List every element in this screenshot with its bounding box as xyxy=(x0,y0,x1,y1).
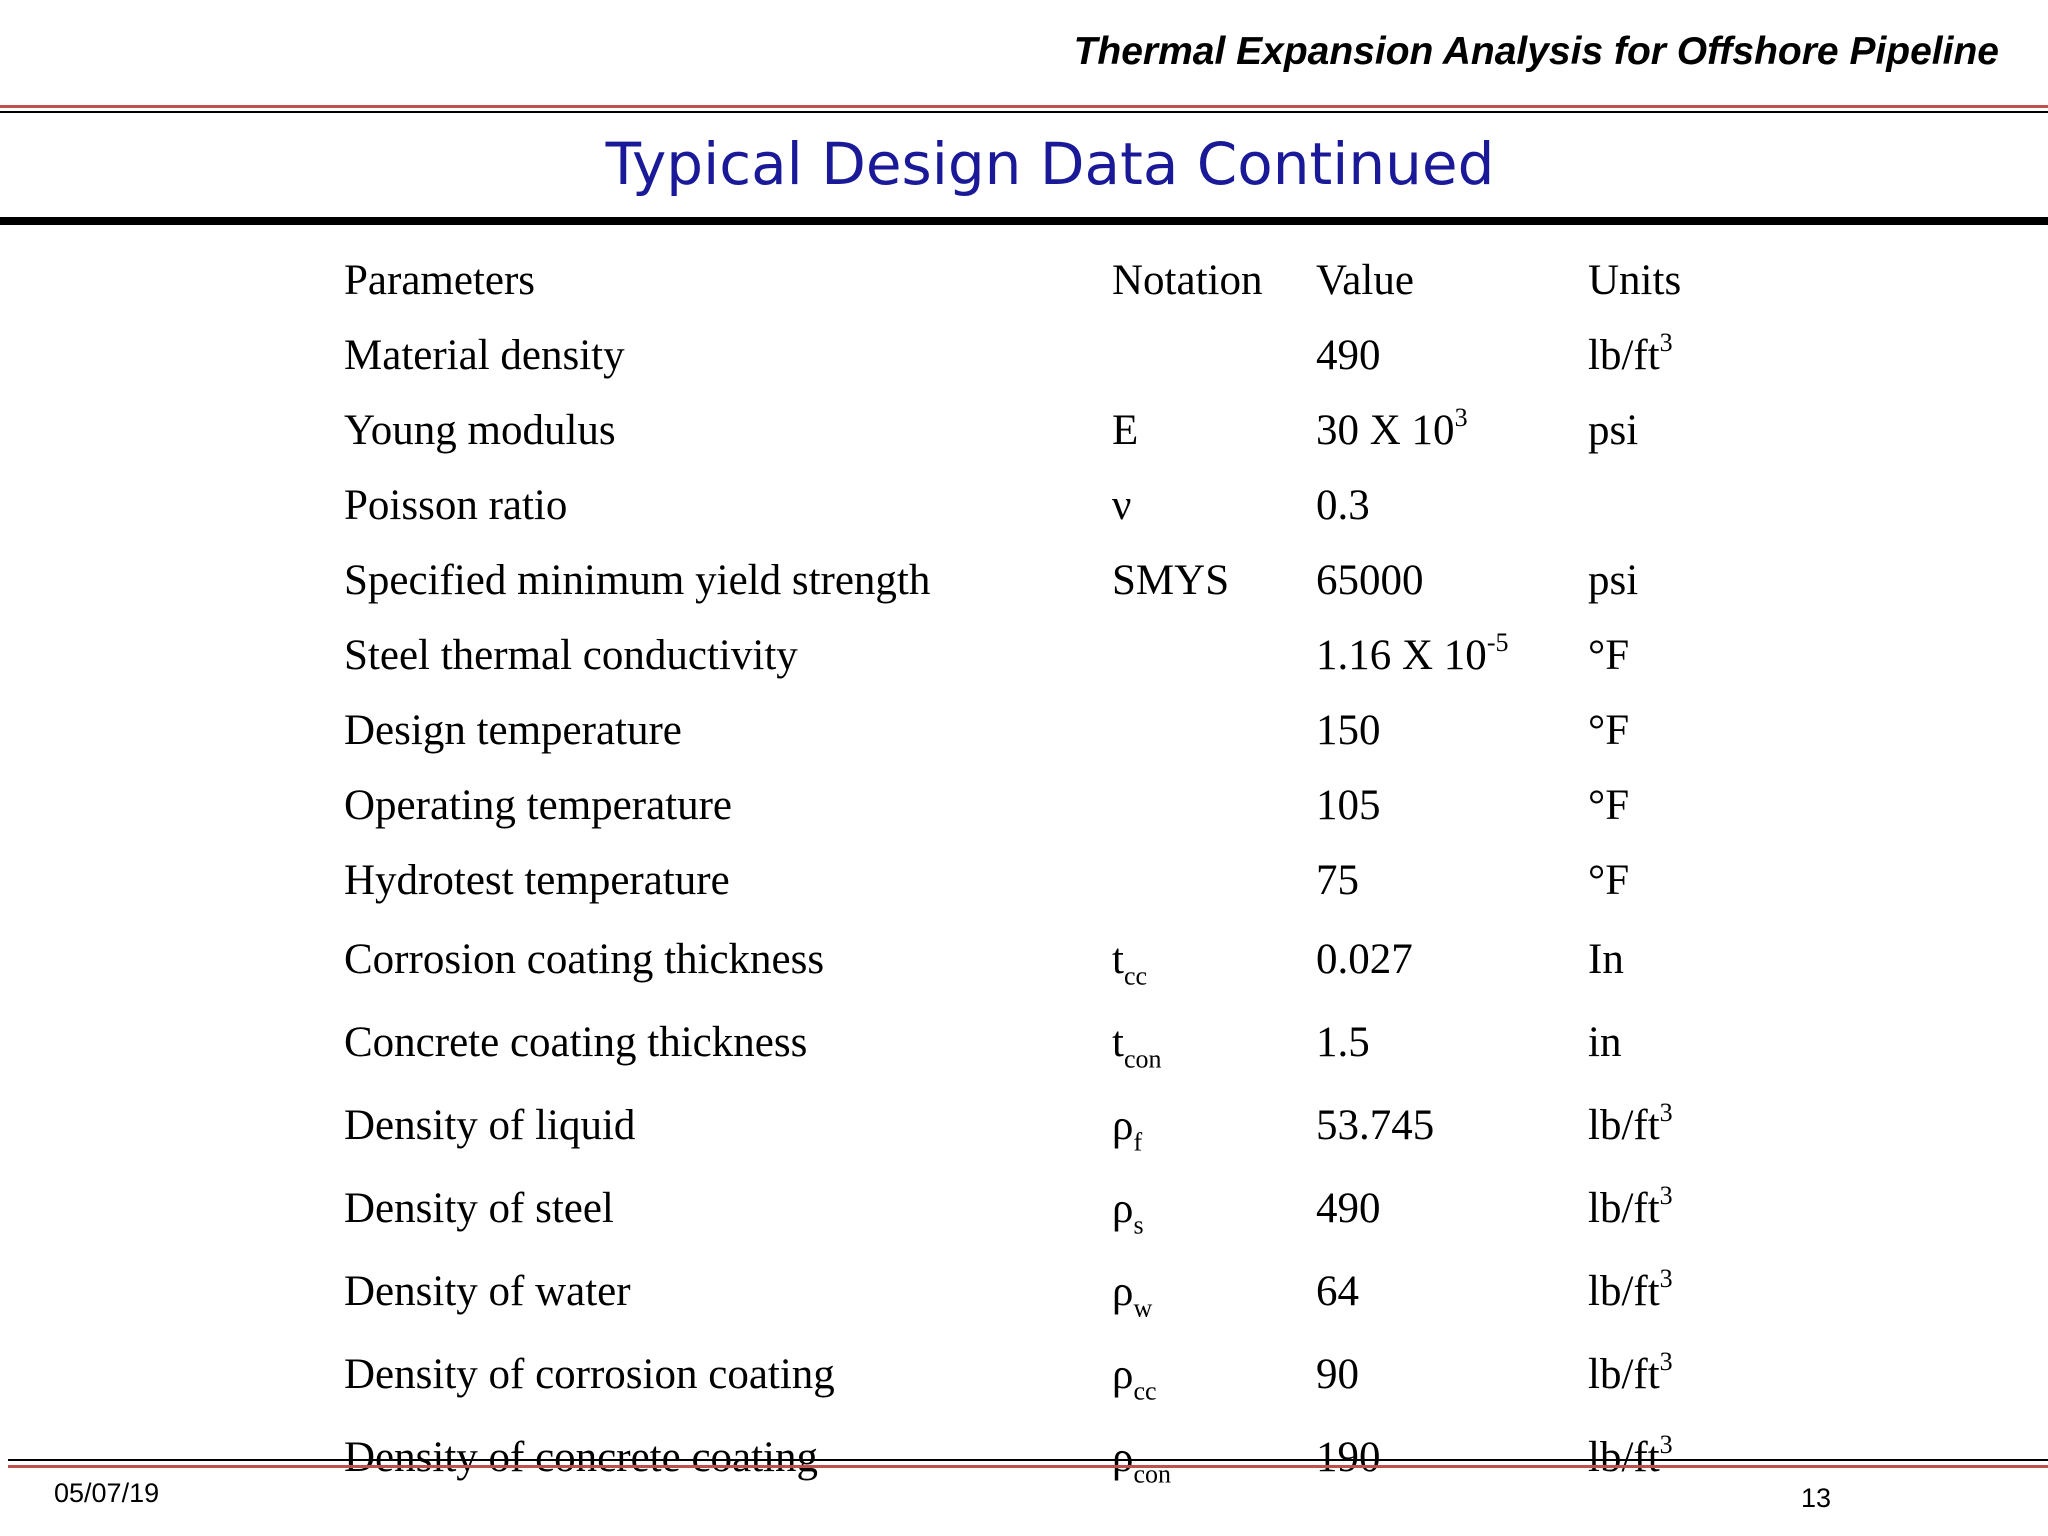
table-row: Density of corrosion coating ρcc 90 lb/f… xyxy=(344,1333,1788,1416)
notation-cell: ρf xyxy=(1112,1102,1143,1157)
footer-date: 05/07/19 xyxy=(54,1478,160,1508)
parameter-name: Design temperature xyxy=(344,707,682,754)
notation-cell: SMYS xyxy=(1112,557,1230,604)
parameter-name: Concrete coating thickness xyxy=(344,1019,808,1066)
table-row: Density of concrete coating ρcon 190 lb/… xyxy=(344,1416,1788,1499)
table-row: Design temperature 150 °F xyxy=(344,693,1788,768)
table-row: Steel thermal conductivity 1.16 X 10-5 °… xyxy=(344,618,1788,693)
unit-cell: In xyxy=(1588,936,1624,983)
value-cell: 190 xyxy=(1316,1434,1381,1481)
page-number: 13 xyxy=(1801,1483,1832,1513)
notation-cell: tcon xyxy=(1112,1019,1162,1074)
unit-cell: °F xyxy=(1588,707,1630,754)
value-cell: 64 xyxy=(1316,1268,1359,1315)
parameter-name: Hydrotest temperature xyxy=(344,857,730,904)
header-rule-red xyxy=(0,105,2048,108)
unit-cell: °F xyxy=(1588,632,1630,679)
parameter-name: Density of concrete coating xyxy=(344,1434,819,1481)
value-cell: 75 xyxy=(1316,857,1359,904)
unit-cell: lb/ft3 xyxy=(1588,1429,1673,1481)
value-cell: 0.3 xyxy=(1316,482,1370,529)
parameter-name: Density of liquid xyxy=(344,1102,636,1149)
footer-rule-red xyxy=(8,1465,2048,1468)
unit-cell: °F xyxy=(1588,782,1630,829)
header-title: Thermal Expansion Analysis for Offshore … xyxy=(1073,30,1999,73)
notation-cell: tcc xyxy=(1112,936,1148,991)
table-row: Density of liquid ρf 53.745 lb/ft3 xyxy=(344,1084,1788,1167)
value-cell: 1.16 X 10-5 xyxy=(1316,627,1509,679)
parameter-name: Operating temperature xyxy=(344,782,733,829)
notation-cell xyxy=(1112,843,1316,918)
table-row: Material density 490 lb/ft3 xyxy=(344,318,1788,393)
value-cell: 0.027 xyxy=(1316,936,1413,983)
column-header-parameters: Parameters xyxy=(344,257,536,304)
notation-cell xyxy=(1112,768,1316,843)
notation-cell xyxy=(1112,318,1316,393)
notation-cell: E xyxy=(1112,407,1139,454)
unit-cell: °F xyxy=(1588,857,1630,904)
table-row: Density of water ρw 64 lb/ft3 xyxy=(344,1250,1788,1333)
table-row: Density of steel ρs 490 lb/ft3 xyxy=(344,1167,1788,1250)
design-data-table: Parameters Notation Value Units Material… xyxy=(344,243,1788,1499)
unit-cell: in xyxy=(1588,1019,1622,1066)
value-cell: 53.745 xyxy=(1316,1102,1435,1149)
notation-cell: ρcc xyxy=(1112,1351,1157,1406)
notation-cell: ρs xyxy=(1112,1185,1144,1240)
unit-cell: psi xyxy=(1588,557,1639,604)
header-rule-black xyxy=(0,111,2048,113)
slide-title: Typical Design Data Continued xyxy=(605,130,1495,198)
table-row: Hydrotest temperature 75 °F xyxy=(344,843,1788,918)
table-header-row: Parameters Notation Value Units xyxy=(344,243,1788,318)
column-header-value: Value xyxy=(1316,257,1414,304)
unit-cell: lb/ft3 xyxy=(1588,1180,1673,1232)
parameter-name: Density of steel xyxy=(344,1185,614,1232)
notation-cell: ρw xyxy=(1112,1268,1153,1323)
value-cell: 30 X 103 xyxy=(1316,402,1468,454)
parameter-name: Poisson ratio xyxy=(344,482,568,529)
table-row: Young modulus E 30 X 103 psi xyxy=(344,393,1788,468)
unit-cell xyxy=(1588,468,1788,543)
unit-cell: lb/ft3 xyxy=(1588,1263,1673,1315)
title-rule xyxy=(0,217,2048,225)
value-cell: 490 xyxy=(1316,332,1381,379)
notation-cell: ν xyxy=(1112,482,1132,529)
parameter-name: Young modulus xyxy=(344,407,616,454)
unit-cell: lb/ft3 xyxy=(1588,327,1673,379)
unit-cell: psi xyxy=(1588,407,1639,454)
table-row: Specified minimum yield strength SMYS 65… xyxy=(344,543,1788,618)
table-row: Concrete coating thickness tcon 1.5 in xyxy=(344,1001,1788,1084)
table-row: Corrosion coating thickness tcc 0.027 In xyxy=(344,918,1788,1001)
footer-rule-black xyxy=(8,1459,2048,1461)
value-cell: 90 xyxy=(1316,1351,1359,1398)
parameter-name: Density of water xyxy=(344,1268,631,1315)
column-header-notation: Notation xyxy=(1112,257,1263,304)
parameter-name: Specified minimum yield strength xyxy=(344,557,931,604)
unit-cell: lb/ft3 xyxy=(1588,1346,1673,1398)
value-cell: 490 xyxy=(1316,1185,1381,1232)
parameter-name: Steel thermal conductivity xyxy=(344,632,798,679)
value-cell: 105 xyxy=(1316,782,1381,829)
unit-cell: lb/ft3 xyxy=(1588,1097,1673,1149)
parameter-name: Density of corrosion coating xyxy=(344,1351,835,1398)
table-row: Poisson ratio ν 0.3 xyxy=(344,468,1788,543)
notation-cell xyxy=(1112,693,1316,768)
table-row: Operating temperature 105 °F xyxy=(344,768,1788,843)
value-cell: 65000 xyxy=(1316,557,1424,604)
column-header-units: Units xyxy=(1588,257,1682,304)
notation-cell: ρcon xyxy=(1112,1434,1172,1489)
value-cell: 1.5 xyxy=(1316,1019,1370,1066)
parameter-name: Material density xyxy=(344,332,625,379)
value-cell: 150 xyxy=(1316,707,1381,754)
notation-cell xyxy=(1112,618,1316,693)
parameter-name: Corrosion coating thickness xyxy=(344,936,825,983)
